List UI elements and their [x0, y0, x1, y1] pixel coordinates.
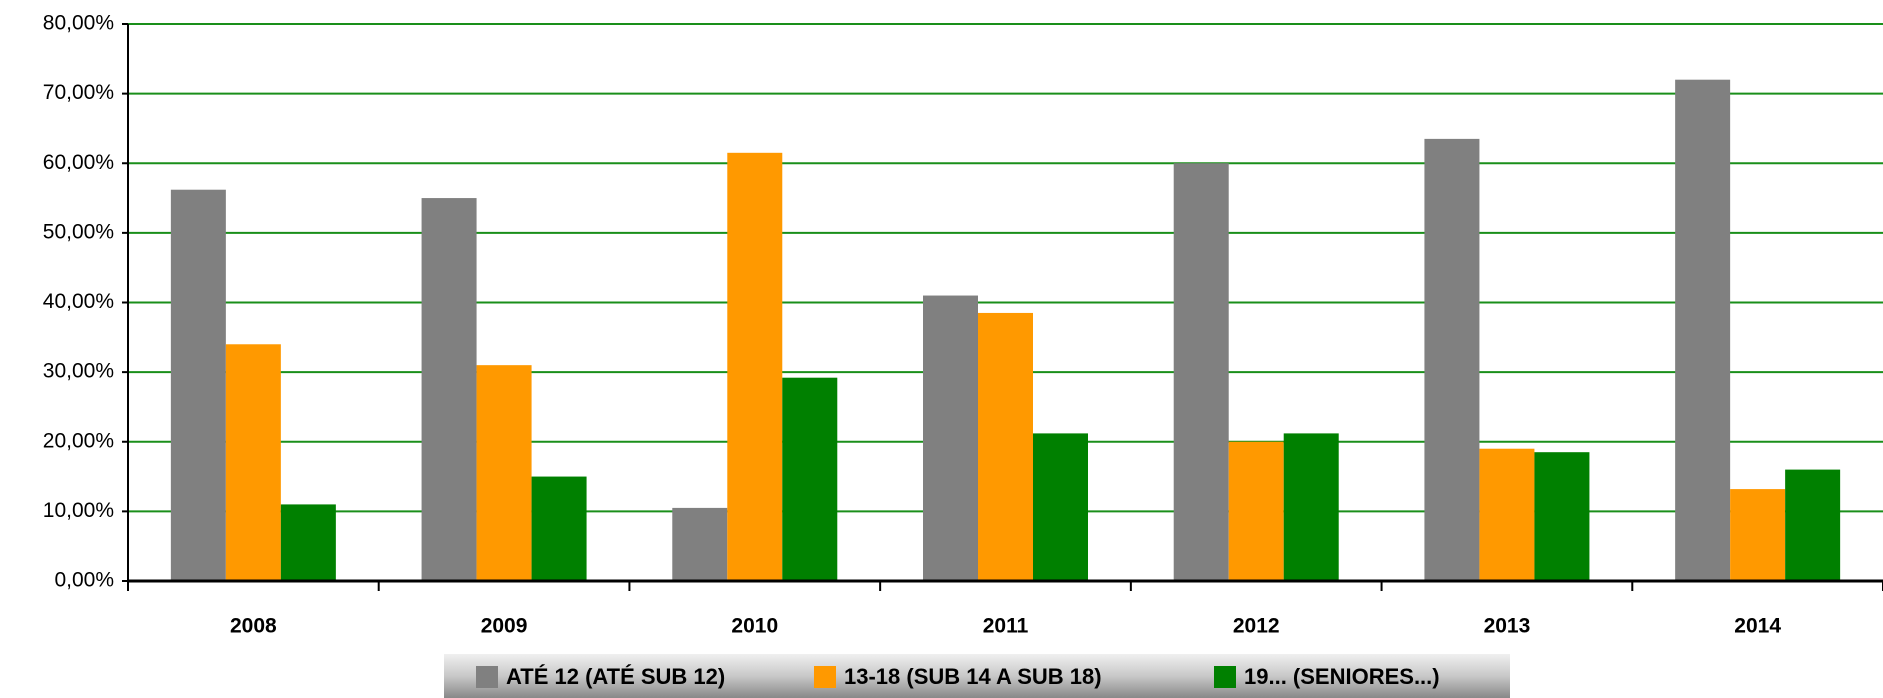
bar: [1228, 441, 1284, 581]
x-tick-label: 2013: [1484, 615, 1531, 638]
legend-label: 13-18 (SUB 14 A SUB 18): [844, 664, 1102, 689]
y-tick-label: 30,00%: [43, 360, 114, 383]
bar: [1534, 452, 1590, 581]
bar: [280, 504, 336, 581]
bar: [225, 344, 281, 581]
bar: [727, 152, 783, 581]
bar: [923, 295, 978, 581]
bar: [978, 312, 1033, 581]
y-tick-label: 10,00%: [43, 499, 114, 522]
bar: [1283, 433, 1339, 581]
x-tick-label: 2014: [1734, 615, 1781, 638]
bar: [1675, 79, 1731, 581]
bar: [421, 198, 477, 581]
bar: [1033, 433, 1088, 581]
bar: [782, 377, 838, 581]
y-tick-label: 40,00%: [43, 290, 114, 313]
legend-box: [444, 654, 1510, 698]
bar: [1785, 469, 1841, 581]
legend-swatch: [814, 666, 836, 688]
legend-label: ATÉ 12 (ATÉ SUB 12): [506, 664, 725, 689]
bar: [170, 189, 226, 581]
legend-label: 19... (SENIORES...): [1244, 664, 1440, 689]
bar: [1424, 138, 1480, 581]
y-tick-label: 50,00%: [43, 220, 114, 243]
x-tick-label: 2009: [481, 615, 528, 638]
y-tick-label: 60,00%: [43, 151, 114, 174]
y-tick-label: 20,00%: [43, 429, 114, 452]
legend-swatch: [476, 666, 498, 688]
x-tick-label: 2010: [731, 615, 778, 638]
bar: [672, 507, 728, 581]
bar: [1173, 163, 1229, 581]
bar: [531, 476, 587, 581]
y-tick-label: 80,00%: [43, 12, 114, 35]
y-tick-label: 0,00%: [54, 569, 114, 592]
x-tick-label: 2012: [1233, 615, 1280, 638]
bar: [476, 365, 532, 581]
x-tick-label: 2011: [983, 615, 1029, 638]
x-tick-label: 2008: [230, 615, 277, 638]
bar: [1730, 489, 1786, 581]
legend-swatch: [1214, 666, 1236, 688]
y-tick-label: 70,00%: [43, 81, 114, 104]
bar: [1479, 448, 1535, 581]
